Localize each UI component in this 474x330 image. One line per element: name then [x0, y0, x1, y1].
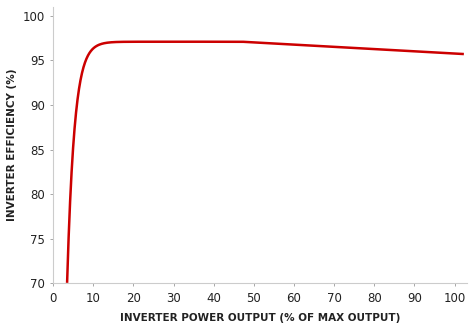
X-axis label: INVERTER POWER OUTPUT (% OF MAX OUTPUT): INVERTER POWER OUTPUT (% OF MAX OUTPUT)	[119, 313, 400, 323]
Y-axis label: INVERTER EFFICIENCY (%): INVERTER EFFICIENCY (%)	[7, 69, 17, 221]
